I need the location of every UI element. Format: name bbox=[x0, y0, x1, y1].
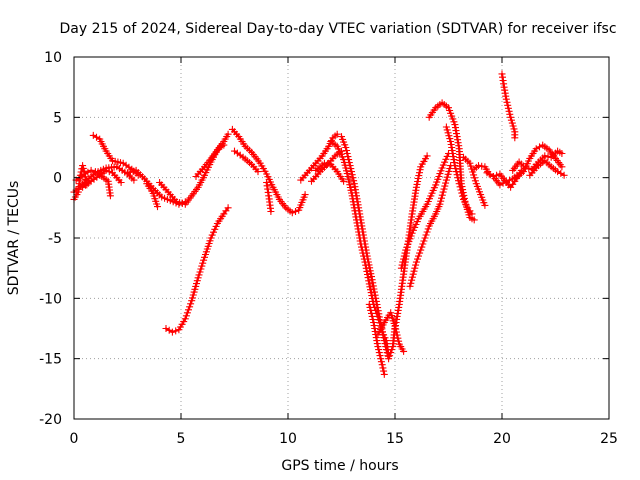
x-tick-label: 10 bbox=[279, 431, 297, 447]
series-markers bbox=[374, 309, 408, 355]
series-markers bbox=[526, 157, 568, 179]
series-arc-09 bbox=[192, 141, 228, 180]
x-tick-label: 5 bbox=[177, 431, 186, 447]
tick-labels: 0 5 10 15 20 25 -20 -15 -10 -5 0 5 10 bbox=[39, 50, 618, 447]
series-arc-22 bbox=[397, 150, 452, 272]
y-axis-label: SDTVAR / TECUs bbox=[6, 181, 22, 296]
series-arc-12 bbox=[231, 147, 262, 176]
series-arc-18 bbox=[338, 133, 399, 363]
x-tick-label: 0 bbox=[70, 431, 79, 447]
x-tick-label: 20 bbox=[493, 431, 511, 447]
series-arc-11 bbox=[228, 125, 309, 217]
series-arc-04 bbox=[79, 166, 125, 191]
series-arc-26 bbox=[460, 153, 489, 209]
series-markers bbox=[391, 152, 431, 332]
y-tick-label: -10 bbox=[39, 291, 62, 307]
x-tick-label: 25 bbox=[600, 431, 618, 447]
y-tick-label: 0 bbox=[53, 171, 62, 187]
series-arc-13 bbox=[263, 179, 275, 215]
y-tick-label: -5 bbox=[48, 231, 62, 247]
series-arc-31 bbox=[509, 147, 566, 174]
grid bbox=[74, 57, 609, 419]
series-markers bbox=[263, 179, 275, 215]
series-line bbox=[81, 169, 123, 189]
series-arc-21 bbox=[391, 152, 431, 332]
series-line bbox=[528, 159, 566, 177]
series-markers bbox=[192, 141, 228, 180]
series-markers bbox=[460, 153, 489, 209]
y-tick-label: 10 bbox=[44, 50, 62, 66]
chart-title: Day 215 of 2024, Sidereal Day-to-day VTE… bbox=[59, 21, 616, 37]
data-series-group bbox=[70, 70, 568, 378]
axis-ticks bbox=[73, 56, 610, 420]
series-markers bbox=[143, 180, 161, 211]
y-tick-label: 5 bbox=[53, 110, 62, 126]
y-tick-label: -15 bbox=[39, 352, 62, 368]
series-markers bbox=[228, 125, 309, 217]
series-arc-10 bbox=[162, 204, 232, 336]
series-markers bbox=[79, 166, 125, 191]
series-markers bbox=[231, 147, 262, 176]
series-markers bbox=[442, 123, 476, 218]
series-arc-07 bbox=[143, 180, 161, 211]
series-markers bbox=[406, 162, 455, 290]
series-markers bbox=[338, 133, 399, 363]
x-axis-label: GPS time / hours bbox=[281, 458, 398, 474]
series-arc-25 bbox=[442, 123, 476, 218]
series-markers bbox=[498, 70, 519, 142]
series-markers bbox=[162, 204, 232, 336]
y-tick-label: -20 bbox=[39, 412, 62, 428]
series-arc-16 bbox=[312, 159, 348, 185]
series-arc-32 bbox=[511, 141, 566, 183]
x-tick-label: 15 bbox=[386, 431, 404, 447]
series-arc-23 bbox=[406, 162, 455, 290]
series-arc-05 bbox=[89, 131, 142, 179]
series-markers bbox=[312, 159, 348, 185]
series-markers bbox=[511, 141, 566, 183]
series-arc-33 bbox=[526, 157, 568, 179]
series-arc-30 bbox=[498, 70, 519, 142]
series-arc-20 bbox=[374, 309, 408, 355]
series-markers bbox=[397, 150, 452, 272]
